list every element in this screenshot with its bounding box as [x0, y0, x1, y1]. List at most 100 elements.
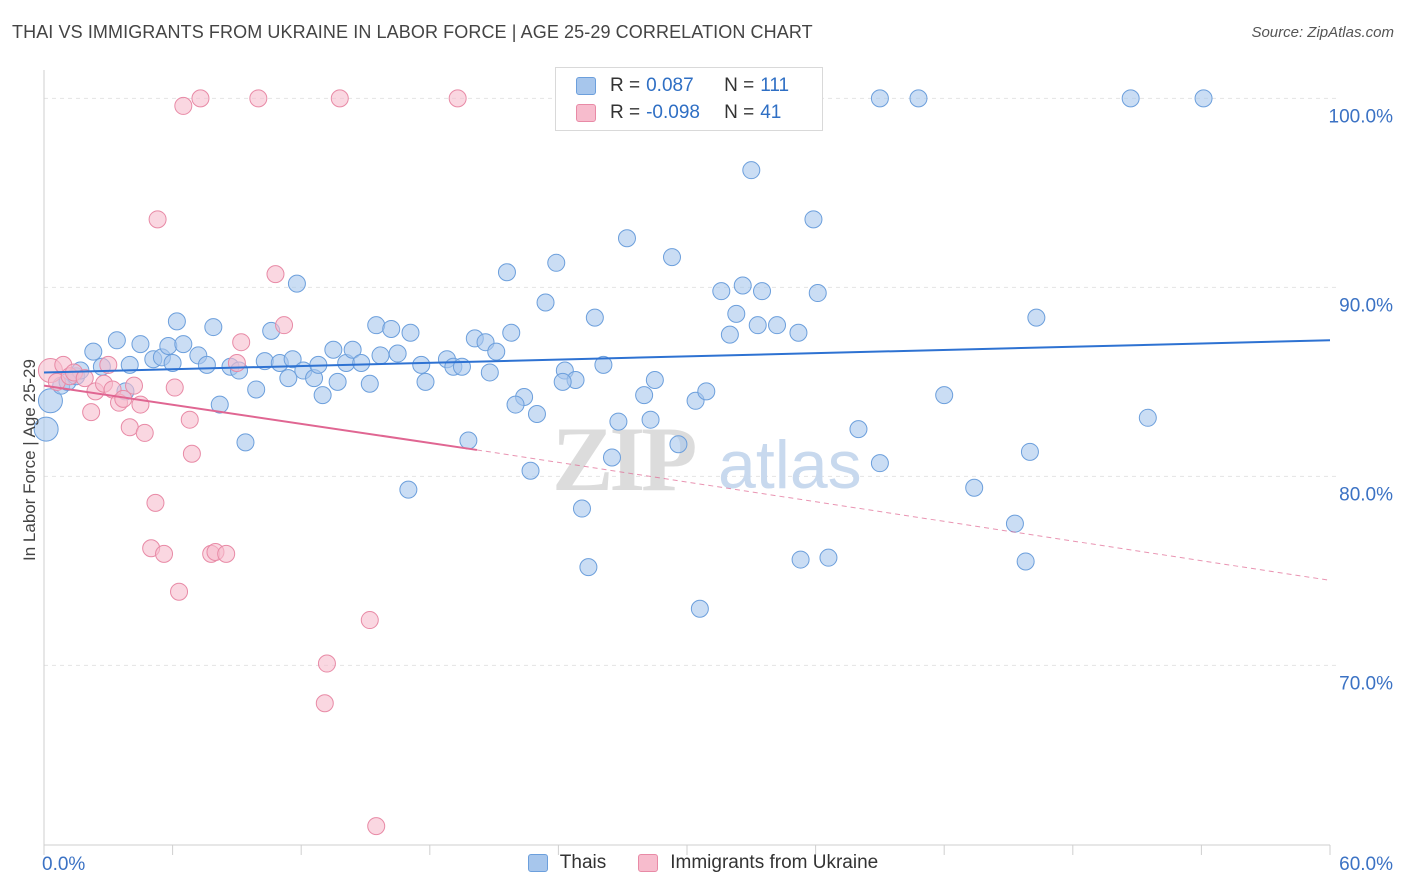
legend-label-thais: Thais [559, 852, 607, 873]
scatter-point [645, 371, 664, 389]
legend-swatch-thais [576, 77, 596, 95]
scatter-point [547, 253, 566, 272]
scatter-point [371, 346, 390, 365]
scatter-point [553, 372, 572, 391]
y-tick-label: 100.0% [1329, 106, 1394, 127]
scatter-point [33, 416, 59, 442]
scatter-point [909, 89, 928, 108]
scatter-point [585, 308, 604, 327]
scatter-point [416, 372, 435, 391]
scatter-point [965, 478, 984, 497]
scatter-point [1027, 308, 1046, 327]
scatter-point [148, 210, 167, 229]
scatter-point [753, 282, 772, 301]
trend-lines [43, 339, 1331, 581]
scatter-point [506, 395, 525, 414]
series-ukraine [37, 89, 467, 836]
scatter-point [313, 386, 332, 405]
scatter-point [236, 433, 255, 452]
scatter-point [210, 395, 229, 414]
grid-lines [44, 97, 1340, 666]
scatter-point [283, 350, 302, 369]
scatter-point [204, 318, 223, 337]
legend-swatch-thais [527, 854, 548, 872]
scatter-point [849, 420, 868, 439]
stats-legend: R = 0.087 N = 111 R = -0.098 N = 41 [555, 67, 823, 131]
scatter-point [487, 342, 506, 361]
legend-swatch-ukraine [576, 104, 596, 122]
y-tick-label: 80.0% [1339, 484, 1393, 505]
scatter-point [352, 353, 371, 372]
series-legend: Thais Immigrants from Ukraine [0, 852, 1406, 874]
chart-title: THAI VS IMMIGRANTS FROM UKRAINE IN LABOR… [12, 22, 813, 42]
watermark: ZIP atlas [552, 408, 862, 510]
scatter-point [367, 817, 386, 836]
scatter-point [480, 363, 499, 382]
scatter-point [594, 355, 613, 374]
scatter-point [1016, 552, 1035, 571]
scatter-point [768, 316, 787, 335]
x-tick-label-max: 60.0% [1339, 854, 1393, 875]
scatter-point [720, 325, 739, 344]
scatter-point [459, 431, 478, 450]
scatter-point [635, 386, 654, 405]
scatter-point [227, 353, 246, 372]
scatter-point [641, 410, 660, 429]
scatter-point [727, 304, 746, 323]
scatter-point [870, 454, 889, 473]
scatter-point [448, 89, 467, 108]
scatter-point [502, 323, 521, 342]
scatter-point [412, 355, 431, 374]
scatter-point [182, 444, 201, 463]
scatter-point [602, 448, 621, 467]
scatter-point [165, 378, 184, 397]
scatter-point [75, 369, 94, 388]
scatter-point [527, 405, 546, 424]
scatter-point [146, 493, 165, 512]
scatter-point [37, 388, 63, 414]
y-axis-label: In Labor Force | Age 25-29 [20, 359, 39, 561]
scatter-point [1121, 89, 1140, 108]
trend-line-ukraine [43, 384, 478, 451]
legend-n-value-ukraine: 41 [760, 102, 782, 123]
legend-item-thais[interactable]: Thais [527, 852, 607, 874]
trend-line-thais [43, 339, 1331, 374]
legend-item-ukraine[interactable]: Immigrants from Ukraine [638, 852, 878, 874]
scatter-point [572, 499, 591, 518]
x-tick-label-min: 0.0% [42, 854, 85, 875]
scatter-point [360, 374, 379, 393]
trend-line-ukraine-extension [476, 449, 1331, 581]
scatter-point [690, 599, 709, 618]
scatter-point [360, 611, 379, 630]
scatter-point [232, 333, 251, 352]
scatter-point [935, 386, 954, 405]
scatter-point [733, 276, 752, 295]
scatter-point [279, 369, 298, 388]
scatter-point [712, 282, 731, 301]
scatter-point [609, 412, 628, 431]
scatter-point [197, 355, 216, 374]
scatter-point [1005, 514, 1024, 533]
scatter-point [697, 382, 716, 401]
legend-n-label: N = [724, 75, 755, 96]
watermark-atlas: atlas [718, 427, 862, 503]
scatter-point [247, 380, 266, 399]
legend-swatch-ukraine [638, 854, 659, 872]
legend-row-thais: R = 0.087 N = 111 [576, 73, 789, 99]
scatter-point [791, 550, 810, 569]
y-tick-labels: 100.0% 90.0% 80.0% 70.0% [1329, 106, 1394, 694]
legend-r-label: R = [610, 75, 641, 96]
legend-n-value-thais: 111 [760, 75, 790, 96]
scatter-point [163, 353, 182, 372]
scatter-point [191, 89, 210, 108]
axes [43, 70, 1331, 855]
scatter-point [804, 210, 823, 229]
scatter-point [275, 316, 294, 335]
scatter-point [167, 312, 186, 331]
scatter-point [742, 161, 761, 180]
scatter-point [135, 423, 154, 442]
legend-r-value-ukraine: -0.098 [646, 102, 700, 123]
scatter-point [521, 461, 540, 480]
scatter-point [266, 265, 285, 284]
